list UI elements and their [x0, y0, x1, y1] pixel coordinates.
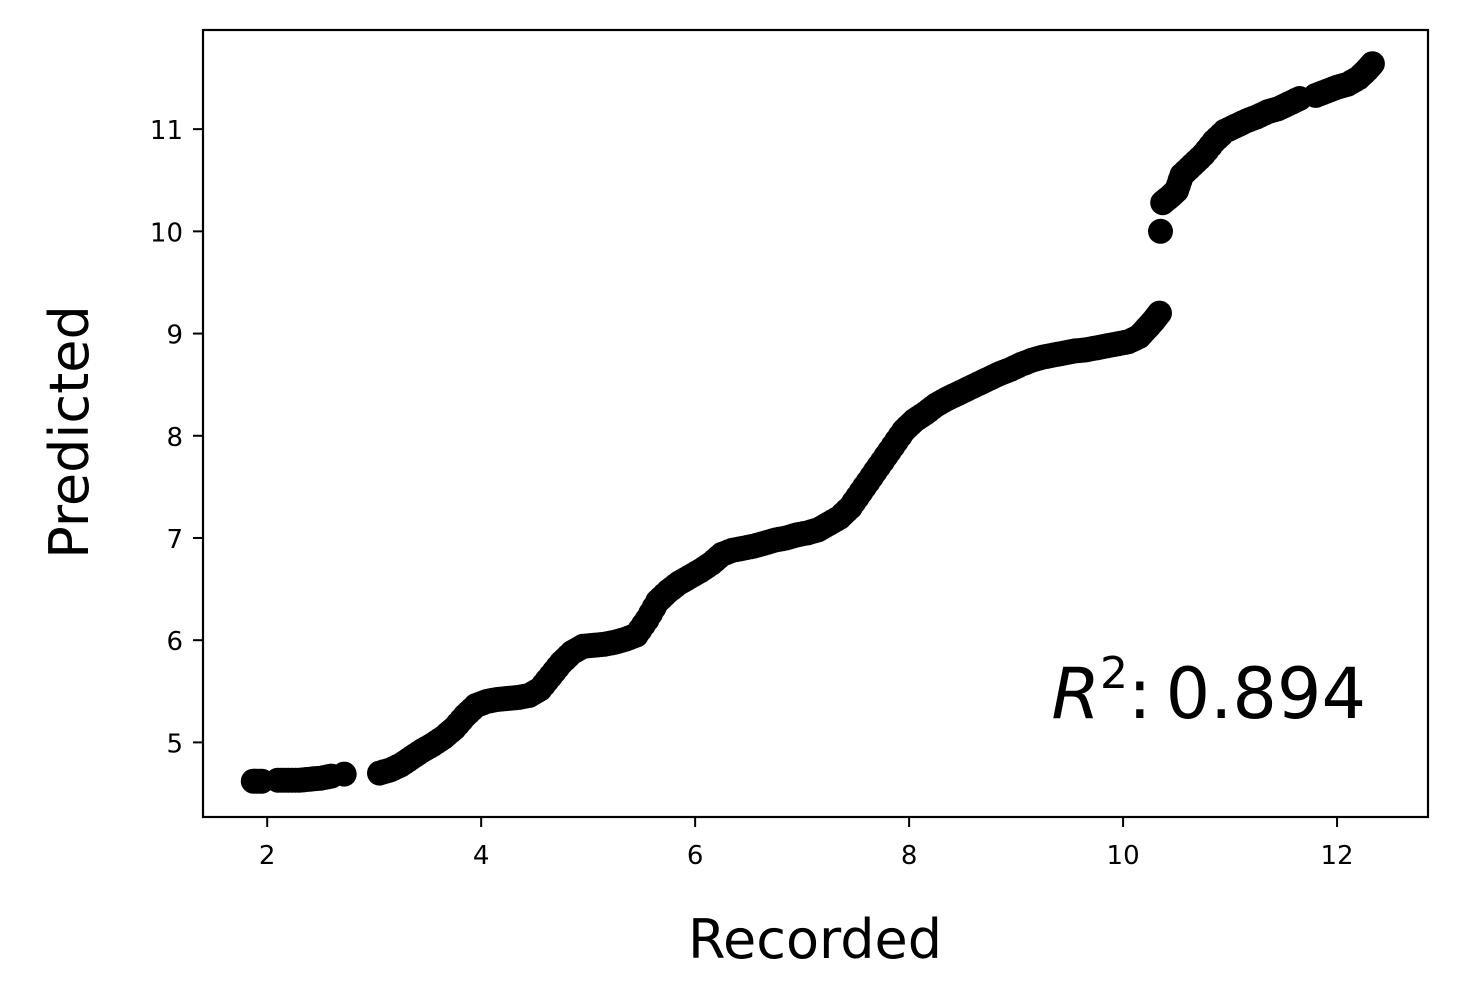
x-tick-label: 4 — [473, 841, 490, 871]
x-tick-label: 6 — [687, 841, 704, 871]
x-tick-label: 10 — [1107, 841, 1140, 871]
y-tick-label: 7 — [166, 525, 183, 555]
data-point — [1147, 300, 1172, 326]
r-squared-superscript: 2 — [1100, 648, 1128, 699]
y-tick-label: 10 — [150, 218, 183, 248]
y-tick-label: 8 — [166, 423, 183, 453]
data-point — [1359, 51, 1385, 77]
data-points — [240, 51, 1385, 794]
x-axis-label: Recorded — [688, 908, 942, 971]
r-squared-value: 0.894 — [1166, 653, 1366, 735]
data-point — [1148, 218, 1173, 244]
y-tick-label: 6 — [166, 627, 183, 657]
y-axis-label: Predicted — [38, 305, 101, 559]
plot-frame — [201, 28, 1430, 819]
y-tick-label: 9 — [166, 321, 183, 351]
x-tick-label: 12 — [1321, 841, 1354, 871]
x-tick-label: 8 — [901, 841, 918, 871]
data-point — [331, 761, 357, 787]
r-squared-annotation: R2: 0.894 — [1051, 648, 1366, 735]
r-squared-separator: : — [1128, 653, 1152, 735]
x-tick-label: 2 — [259, 841, 276, 871]
y-tick-label: 11 — [150, 116, 183, 146]
y-tick-label: 5 — [166, 729, 183, 759]
y-axis-ticks: 5 6 7 8 9 10 11 — [150, 116, 203, 759]
r-squared-symbol: R — [1051, 653, 1100, 735]
x-axis-ticks: 2 4 6 8 10 12 — [259, 817, 1354, 871]
